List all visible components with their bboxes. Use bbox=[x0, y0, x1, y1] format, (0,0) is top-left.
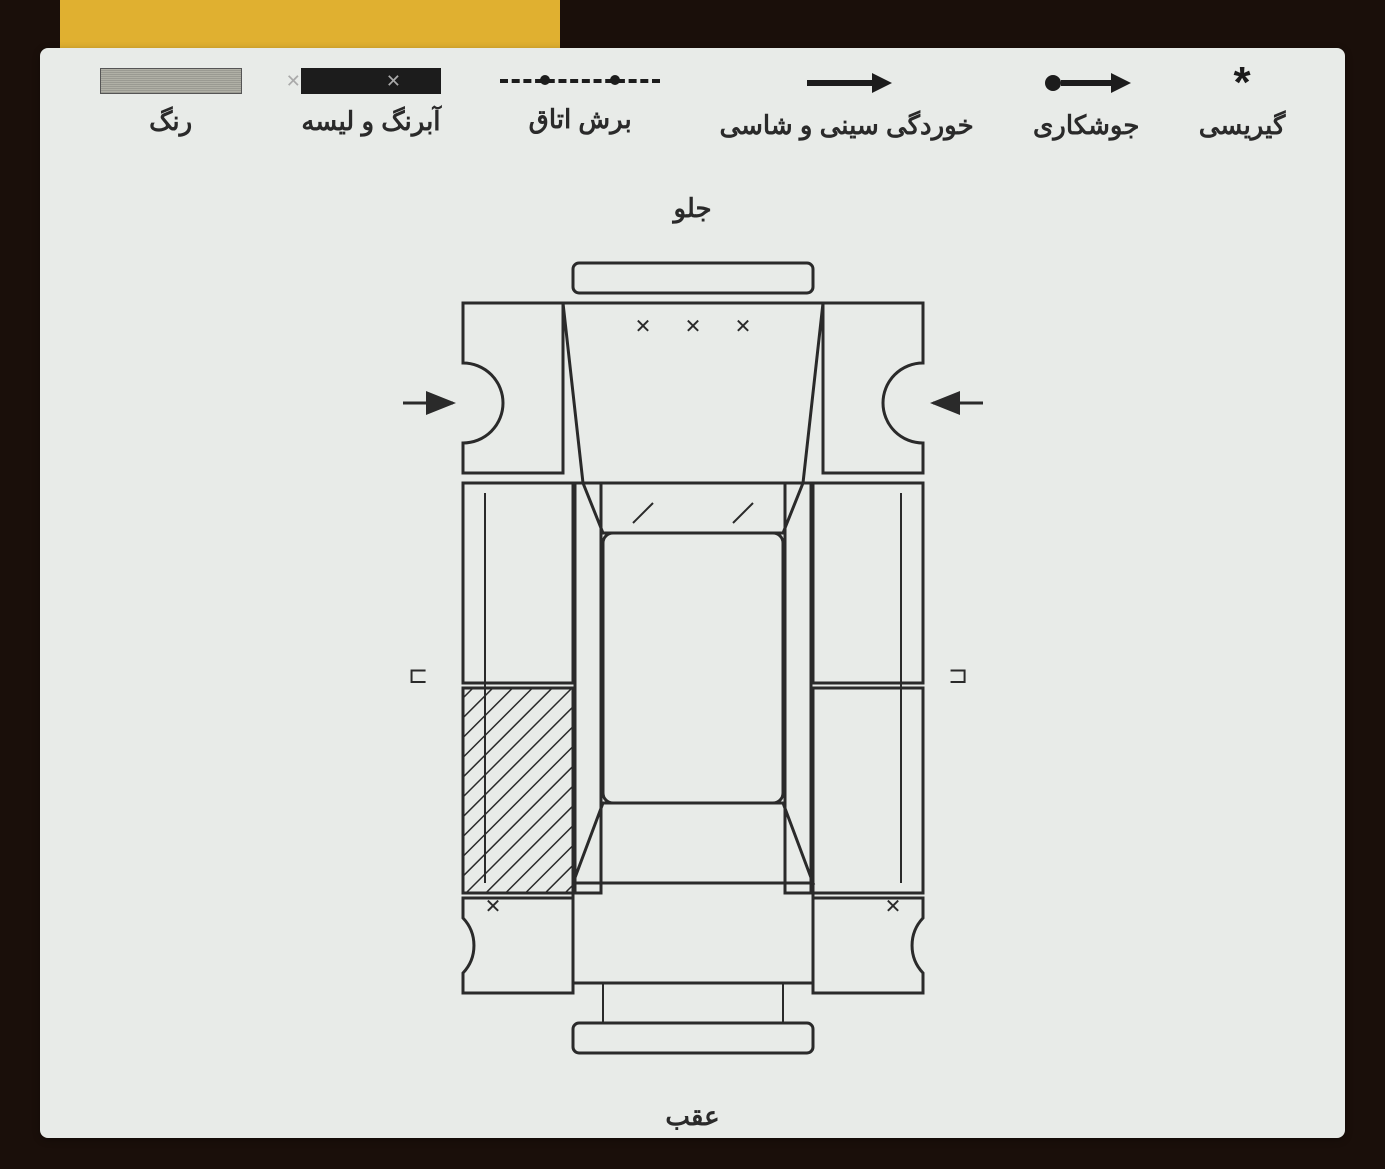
legend-paint-label: رنگ bbox=[149, 106, 192, 137]
legend-weld-label: جوشکاری bbox=[1033, 110, 1139, 141]
arrow-icon bbox=[802, 68, 892, 98]
legend-chassis: خوردگی سینی و شاسی bbox=[719, 68, 973, 141]
legend-grease: * گیریسی bbox=[1199, 68, 1286, 141]
putty-swatch-icon: ✕ ✕ bbox=[301, 68, 441, 94]
cut-swatch-icon bbox=[500, 68, 660, 92]
svg-text:✕: ✕ bbox=[684, 316, 701, 338]
legend-cut: برش اتاق bbox=[500, 68, 660, 135]
svg-text:⊐: ⊐ bbox=[407, 662, 427, 689]
svg-text:✕: ✕ bbox=[734, 316, 751, 338]
legend-putty-label: آبرنگ و لیسه bbox=[301, 106, 440, 137]
legend-cut-label: برش اتاق bbox=[529, 104, 632, 135]
legend-row: رنگ ✕ ✕ آبرنگ و لیسه برش اتاق خوردگی سین… bbox=[40, 68, 1345, 188]
asterisk-icon: * bbox=[1233, 68, 1250, 98]
car-diagram: جلو ✕ ✕ ✕ ✕ ✕ ⊐ ⊏ عقب bbox=[40, 193, 1345, 1138]
svg-text:✕: ✕ bbox=[484, 896, 501, 918]
inspection-card: رنگ ✕ ✕ آبرنگ و لیسه برش اتاق خوردگی سین… bbox=[40, 48, 1345, 1138]
weld-arrow-icon bbox=[1041, 68, 1131, 98]
paint-swatch-icon bbox=[100, 68, 242, 94]
legend-paint: رنگ bbox=[100, 68, 242, 137]
label-front: جلو bbox=[673, 193, 711, 224]
legend-putty: ✕ ✕ آبرنگ و لیسه bbox=[301, 68, 441, 137]
legend-grease-label: گیریسی bbox=[1199, 110, 1286, 141]
svg-text:✕: ✕ bbox=[884, 896, 901, 918]
car-body-svg: ✕ ✕ ✕ ✕ ✕ ⊐ ⊏ bbox=[283, 223, 1103, 1123]
legend-chassis-label: خوردگی سینی و شاسی bbox=[719, 110, 973, 141]
svg-text:⊏: ⊏ bbox=[947, 662, 967, 689]
svg-text:✕: ✕ bbox=[634, 316, 651, 338]
label-rear: عقب bbox=[665, 1101, 719, 1132]
legend-weld: جوشکاری bbox=[1033, 68, 1139, 141]
accent-strip bbox=[60, 0, 560, 48]
